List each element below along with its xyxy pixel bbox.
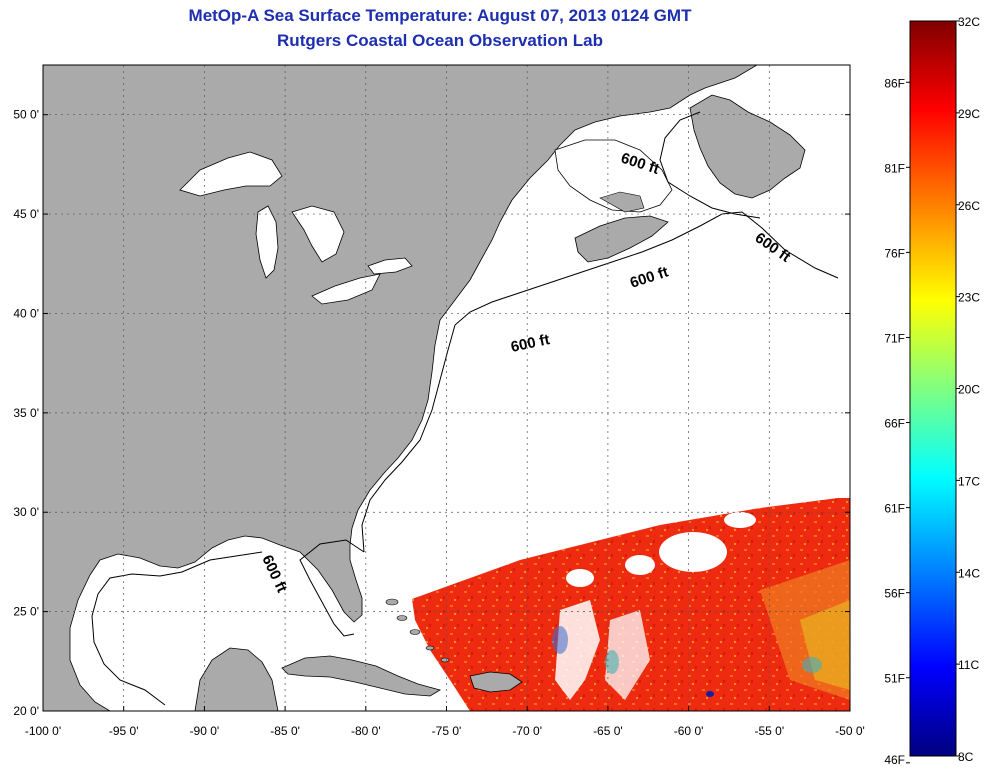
gulf-st-lawrence xyxy=(554,139,673,213)
land-newfoundland xyxy=(689,94,806,199)
title-line-1: MetOp-A Sea Surface Temperature: August … xyxy=(188,6,692,25)
lon-tick-label: -100 0' xyxy=(25,724,61,738)
lat-tick-label: 50 0' xyxy=(13,108,39,122)
lake-michigan xyxy=(255,205,279,279)
land-north-america xyxy=(43,65,758,711)
lake-huron xyxy=(291,205,345,263)
colorbar-fahrenheit-label: 76F xyxy=(884,246,905,260)
lat-tick-label: 40 0' xyxy=(13,306,39,320)
latitude-axis: 50 0' 45 0' 40 0' 35 0' 30 0' 25 0' 20 0' xyxy=(13,108,850,718)
lake-ontario xyxy=(367,257,413,275)
lon-tick-label: -70 0' xyxy=(512,724,542,738)
colorbar-scale xyxy=(909,20,957,757)
land-hispaniola xyxy=(469,671,523,693)
title-line-2: Rutgers Coastal Ocean Observation Lab xyxy=(277,31,603,50)
lat-tick-label: 35 0' xyxy=(13,406,39,420)
colorbar-fahrenheit-label: 66F xyxy=(884,417,905,431)
sst-colorbar: 32C 29C 26C 23C 20C 17C 14C 11C 8C 86F 81F 76F 71F 6… xyxy=(884,15,980,767)
colorbar-celsius-label: 32C xyxy=(958,15,980,29)
lat-tick-label: 45 0' xyxy=(13,207,39,221)
land-bahamas xyxy=(385,598,450,663)
colorbar-fahrenheit-labels: 86F 81F 76F 71F 66F 61F 56F 51F 46F xyxy=(884,76,910,767)
colorbar-celsius-label: 14C xyxy=(958,566,980,580)
map-plot-area: 600 ft 600 ft 600 ft 600 ft 600 ft xyxy=(43,65,850,711)
isobath-600ft-lines xyxy=(91,111,839,706)
land-cuba xyxy=(281,655,442,697)
colorbar-fahrenheit-label: 86F xyxy=(884,76,905,90)
lon-tick-label: -80 0' xyxy=(351,724,381,738)
lon-tick-label: -50 0' xyxy=(835,724,865,738)
lake-superior xyxy=(179,151,283,197)
colorbar-celsius-label: 26C xyxy=(958,199,980,213)
lon-tick-label: -85 0' xyxy=(270,724,300,738)
land-pei xyxy=(599,191,645,213)
colorbar-fahrenheit-label: 71F xyxy=(884,331,905,345)
colorbar-fahrenheit-label: 51F xyxy=(884,672,905,686)
longitude-axis: -100 0' -95 0' -90 0' -85 0' -80 0' -75 0' -70… xyxy=(25,706,865,738)
land-nova-scotia xyxy=(574,215,669,263)
sst-swath xyxy=(412,498,850,711)
colorbar-celsius-label: 11C xyxy=(958,658,979,672)
lon-tick-label: -95 0' xyxy=(109,724,139,738)
colorbar-celsius-label: 20C xyxy=(958,383,980,397)
lon-tick-label: -55 0' xyxy=(754,724,784,738)
lake-erie xyxy=(311,273,381,305)
lat-tick-label: 25 0' xyxy=(13,605,39,619)
great-lakes xyxy=(179,151,413,305)
lon-tick-label: -75 0' xyxy=(432,724,462,738)
colorbar-fahrenheit-label: 56F xyxy=(884,587,905,601)
lat-lon-grid xyxy=(43,65,850,711)
colorbar-celsius-label: 8C xyxy=(958,750,974,764)
colorbar-fahrenheit-label: 46F xyxy=(884,753,905,767)
colorbar-celsius-label: 23C xyxy=(958,291,980,305)
colorbar-fahrenheit-label: 61F xyxy=(884,502,905,516)
land-yucatan xyxy=(194,647,279,711)
lon-tick-label: -90 0' xyxy=(190,724,220,738)
colorbar-celsius-label: 17C xyxy=(958,474,980,488)
colorbar-fahrenheit-label: 81F xyxy=(884,161,905,175)
colorbar-celsius-labels: 32C 29C 26C 23C 20C 17C 14C 11C 8C xyxy=(956,15,980,764)
lon-tick-label: -60 0' xyxy=(674,724,704,738)
lat-tick-label: 20 0' xyxy=(13,704,39,718)
colorbar-celsius-label: 29C xyxy=(958,107,980,121)
lat-tick-label: 30 0' xyxy=(13,505,39,519)
lon-tick-label: -65 0' xyxy=(593,724,623,738)
